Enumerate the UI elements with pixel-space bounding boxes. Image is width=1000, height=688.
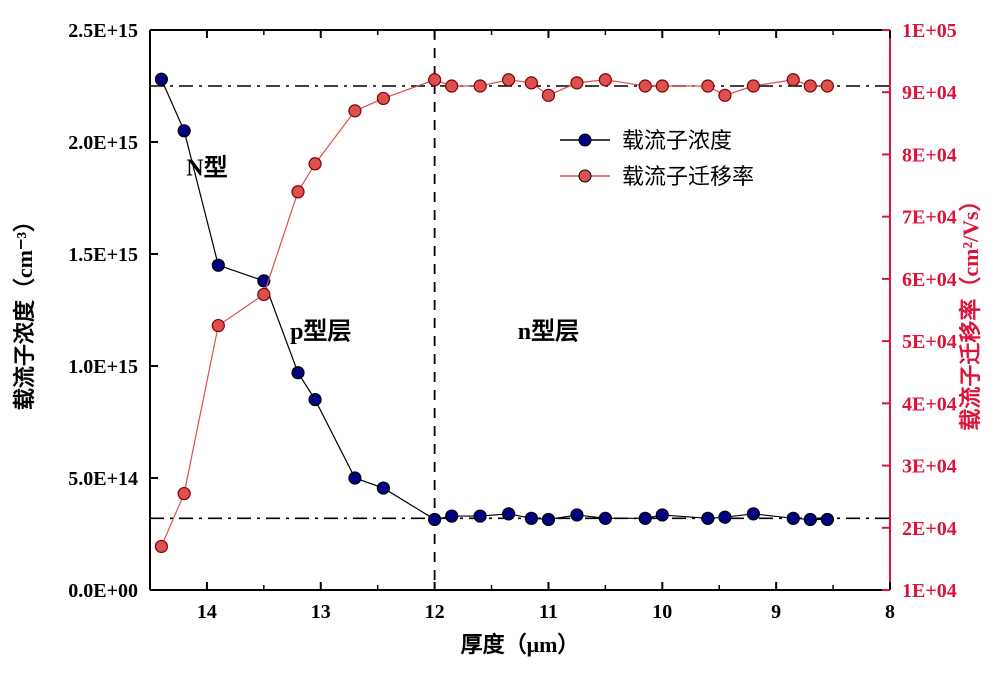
x-tick-label: 12 <box>425 601 445 623</box>
y-right-tick-label: 7E+04 <box>902 207 957 229</box>
data-point <box>309 394 321 406</box>
chart-container: 14 13 12 11 10 9 8 0.0E+00 5.0E+14 1.0E+15 1.5E+15… <box>0 0 1000 688</box>
data-point <box>804 80 816 92</box>
annotation-text: N型 <box>186 155 227 182</box>
data-point <box>429 513 441 525</box>
data-point <box>719 89 731 101</box>
legend-label: 载流子浓度 <box>622 128 732 153</box>
data-point <box>639 80 651 92</box>
data-point <box>821 513 833 525</box>
y-right-tick-label: 8E+04 <box>902 144 957 166</box>
data-point <box>821 80 833 92</box>
data-point <box>292 367 304 379</box>
data-point <box>787 512 799 524</box>
data-point <box>178 125 190 137</box>
y-right-axis-label: 载流子迁移率（cm²/Vs） <box>958 189 983 430</box>
data-point <box>656 80 668 92</box>
chart-svg: 14 13 12 11 10 9 8 0.0E+00 5.0E+14 1.0E+15 1.5E+15… <box>0 0 1000 688</box>
y-left-tick-label: 2.0E+15 <box>68 132 138 154</box>
data-point <box>503 74 515 86</box>
y-right-tick-label: 6E+04 <box>902 269 957 291</box>
data-point <box>258 288 270 300</box>
data-point <box>787 74 799 86</box>
data-point <box>155 540 167 552</box>
data-point <box>599 512 611 524</box>
y-left-tick-label: 1.0E+15 <box>68 356 138 378</box>
data-point <box>503 508 515 520</box>
y-left-tick-label: 1.5E+15 <box>68 244 138 266</box>
y-right-tick-label: 1E+04 <box>902 580 957 602</box>
data-point <box>747 80 759 92</box>
x-tick-label: 8 <box>885 601 895 623</box>
data-point <box>571 77 583 89</box>
data-point <box>446 80 458 92</box>
y-left-tick-label: 5.0E+14 <box>68 468 138 490</box>
data-point <box>349 105 361 117</box>
y-right-tick-label: 3E+04 <box>902 456 957 478</box>
y-right-tick-label: 2E+04 <box>902 518 957 540</box>
y-left-tick-label: 0.0E+00 <box>68 580 138 602</box>
data-point <box>702 512 714 524</box>
data-point <box>212 320 224 332</box>
x-tick-label: 13 <box>311 601 331 623</box>
data-point <box>639 512 651 524</box>
data-point <box>542 513 554 525</box>
data-point <box>525 512 537 524</box>
data-point <box>429 74 441 86</box>
data-point <box>571 509 583 521</box>
data-point <box>747 508 759 520</box>
y-right-tick-label: 5E+04 <box>902 331 957 353</box>
data-point <box>599 74 611 86</box>
data-point <box>525 77 537 89</box>
y-right-tick-label: 4E+04 <box>902 393 957 415</box>
data-point <box>542 89 554 101</box>
data-point <box>446 510 458 522</box>
y-right-tick-label: 1E+05 <box>902 20 957 42</box>
data-point <box>178 488 190 500</box>
data-point <box>474 80 486 92</box>
data-point <box>309 158 321 170</box>
legend-label: 载流子迁移率 <box>622 164 754 189</box>
data-point <box>212 259 224 271</box>
x-tick-label: 9 <box>771 601 781 623</box>
data-point <box>719 511 731 523</box>
data-point <box>349 472 361 484</box>
x-tick-label: 10 <box>652 601 672 623</box>
data-point <box>656 509 668 521</box>
y-right-tick-label: 9E+04 <box>902 82 957 104</box>
y-left-tick-label: 2.5E+15 <box>68 20 138 42</box>
data-point <box>474 510 486 522</box>
data-point <box>377 482 389 494</box>
data-point <box>292 186 304 198</box>
x-tick-label: 11 <box>539 601 558 623</box>
data-point <box>804 513 816 525</box>
x-tick-label: 14 <box>197 601 217 623</box>
data-point <box>702 80 714 92</box>
y-left-axis-label: 载流子浓度（cm⁻³） <box>12 210 37 410</box>
data-point <box>377 92 389 104</box>
x-axis-label: 厚度（μm） <box>461 632 580 657</box>
data-point <box>155 73 167 85</box>
annotation-text: p型层 <box>290 318 351 345</box>
annotation-text: n型层 <box>518 318 579 345</box>
